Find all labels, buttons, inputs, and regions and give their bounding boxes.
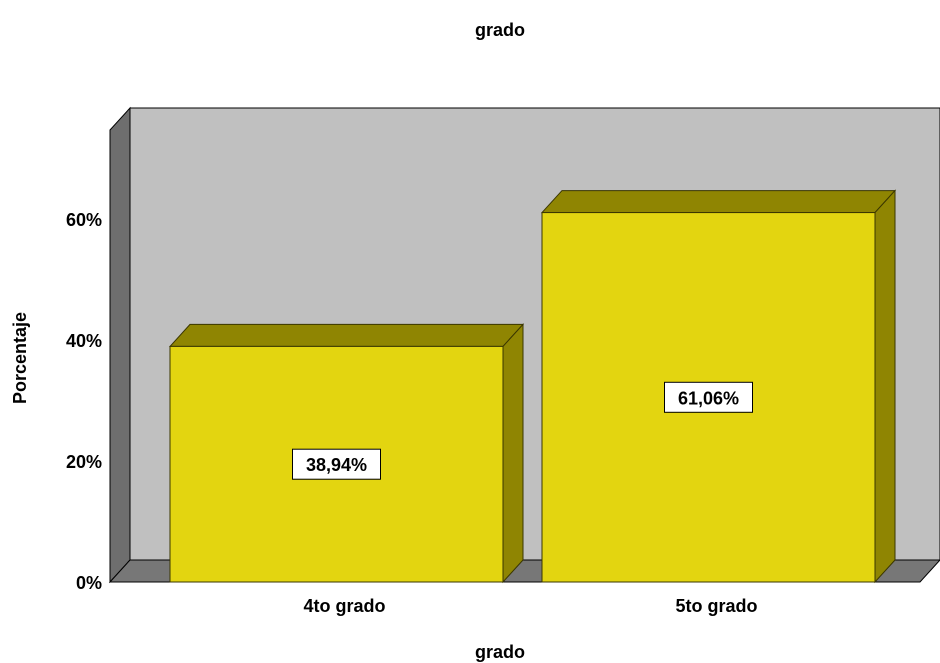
x-axis-title: grado — [475, 642, 525, 662]
x-tick-label: 4to grado — [303, 596, 385, 616]
bar-side — [874, 189, 896, 584]
chart-title: grado — [475, 20, 525, 40]
bar-side — [502, 323, 524, 584]
y-axis-title: Porcentaje — [10, 312, 30, 404]
bar-top — [168, 323, 525, 347]
data-label: 38,94% — [306, 455, 367, 475]
y-tick-label: 0% — [76, 573, 102, 593]
bar-top — [540, 190, 897, 214]
data-label: 61,06% — [678, 388, 739, 408]
x-tick-label: 5to grado — [675, 596, 757, 616]
data-label-box — [292, 448, 381, 480]
left-wall — [109, 106, 131, 584]
y-tick-label: 60% — [66, 210, 102, 230]
data-label-box — [664, 381, 753, 413]
y-tick-label: 40% — [66, 331, 102, 351]
y-tick-label: 20% — [66, 452, 102, 472]
